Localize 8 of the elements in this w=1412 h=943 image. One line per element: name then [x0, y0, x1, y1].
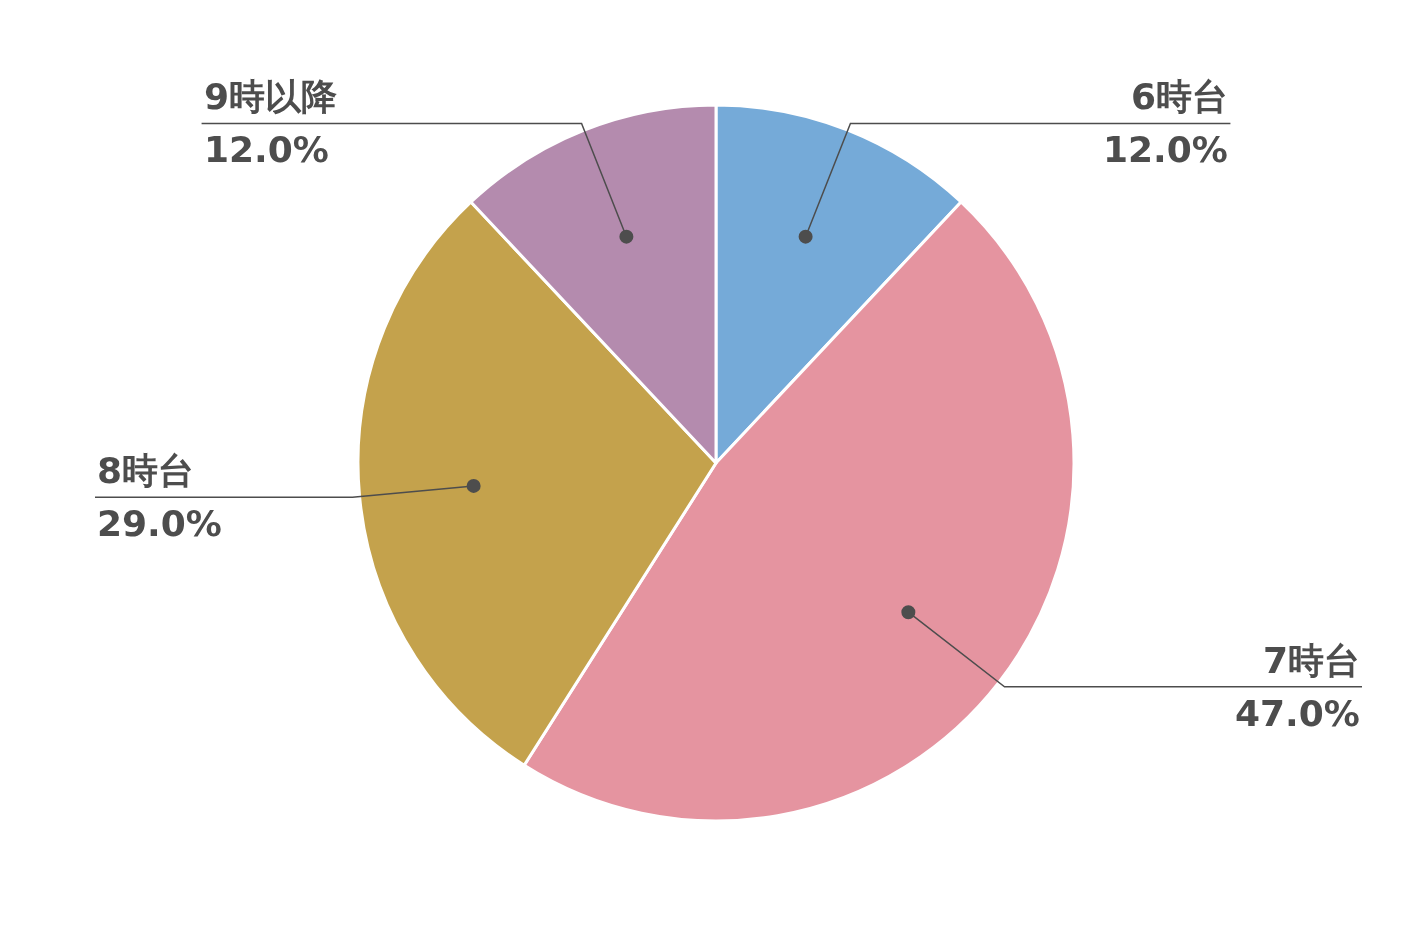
data-label: 12.0%	[204, 129, 329, 170]
slice-label: 6時台	[1131, 76, 1229, 117]
data-label: 47.0%	[1235, 693, 1360, 734]
slice-label: 7時台	[1263, 640, 1361, 681]
slice-label: 9時以降	[204, 76, 338, 117]
data-label: 12.0%	[1103, 129, 1228, 170]
slice-label: 8時台	[97, 450, 195, 491]
data-label: 29.0%	[97, 503, 222, 544]
